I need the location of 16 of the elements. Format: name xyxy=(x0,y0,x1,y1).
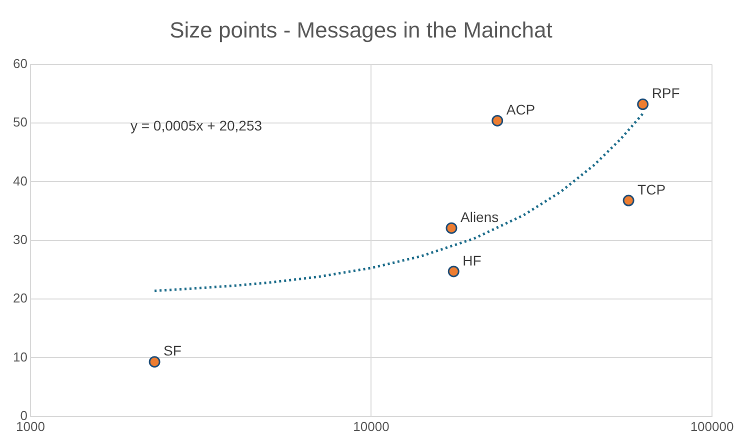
annotation: y = 0,0005x + 20,253 xyxy=(130,117,262,134)
y-tick-label: 30 xyxy=(12,232,28,247)
annotation: HF xyxy=(462,252,482,268)
y-tick-label: 20 xyxy=(12,290,28,306)
y-tick-label: 40 xyxy=(12,173,28,188)
y-tick-label: 10 xyxy=(12,349,28,364)
annotation: TCP xyxy=(638,181,666,198)
y-tick-label: 60 xyxy=(12,56,28,71)
chart-title: Size points - Messages in the Mainchat xyxy=(170,17,552,42)
annotation: Aliens xyxy=(460,208,499,225)
annotation: RPF xyxy=(652,85,680,102)
annotation: ACP xyxy=(506,102,536,118)
annotation: SF xyxy=(164,342,182,359)
x-tick-label: 100000 xyxy=(690,418,734,434)
x-tick-label: 10000 xyxy=(353,418,390,434)
y-tick-label: 50 xyxy=(12,114,28,130)
